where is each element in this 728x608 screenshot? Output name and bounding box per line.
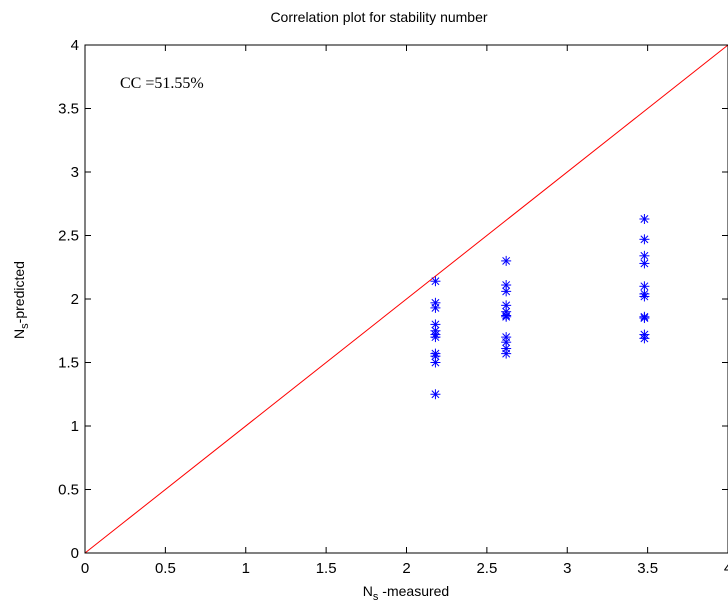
x-axis-label: Ns -measured [363,583,449,603]
data-point [639,213,650,224]
data-point [639,313,650,324]
y-axis-label-main: N [11,329,27,339]
y-tick-label: 0 [71,545,79,562]
x-tick-label: 1 [242,560,250,577]
chart-title: Correlation plot for stability number [270,9,487,25]
x-tick-label: 0.5 [155,560,176,577]
y-tick-label: 1 [71,418,79,435]
data-point [430,302,441,313]
reference-line-layer [84,44,728,554]
x-tick-label: 0 [81,560,89,577]
y-axis-label: Ns-predicted [11,261,31,339]
data-point [501,286,512,297]
y-tick-label: 2.5 [58,228,79,245]
y-axis-label-rest: -predicted [11,261,27,323]
data-points [430,213,650,400]
data-point [430,276,441,287]
y-tick-label: 0.5 [58,482,79,499]
x-tick-label: 2.5 [476,560,497,577]
data-point [430,332,441,343]
data-point [639,333,650,344]
y-axis-label-subscript: s [19,323,31,329]
y-tick-label: 1.5 [58,355,79,372]
y-tick-label: 4 [71,37,79,54]
x-tick-label: 3 [563,560,571,577]
x-axis-ticks: 0 0.5 1 1.5 2 2.5 3 3.5 4 [81,45,728,577]
y-tick-label: 2 [71,291,79,308]
y-tick-label: 3.5 [58,101,79,118]
x-tick-label: 2 [402,560,410,577]
correlation-annotation: CC =51.55% [120,75,204,92]
x-tick-label: 4 [724,560,728,577]
data-point [639,291,650,302]
reference-line [84,44,728,554]
x-axis-label-rest: -measured [378,583,449,599]
data-point [501,311,512,322]
x-axis-label-subscript: s [373,591,379,603]
y-tick-label: 3 [71,164,79,181]
data-point [430,357,441,368]
data-point [639,234,650,245]
data-point [501,255,512,266]
data-point [639,258,650,269]
data-point [430,319,441,330]
data-point [501,280,512,291]
x-tick-label: 3.5 [637,560,658,577]
data-point [501,337,512,348]
x-tick-label: 1.5 [316,560,337,577]
data-point [430,389,441,400]
y-axis-ticks: 0 0.5 1 1.5 2 2.5 3 3.5 4 [58,37,728,562]
data-point [430,351,441,362]
x-axis-label-main: N [363,583,373,599]
data-point [501,348,512,359]
